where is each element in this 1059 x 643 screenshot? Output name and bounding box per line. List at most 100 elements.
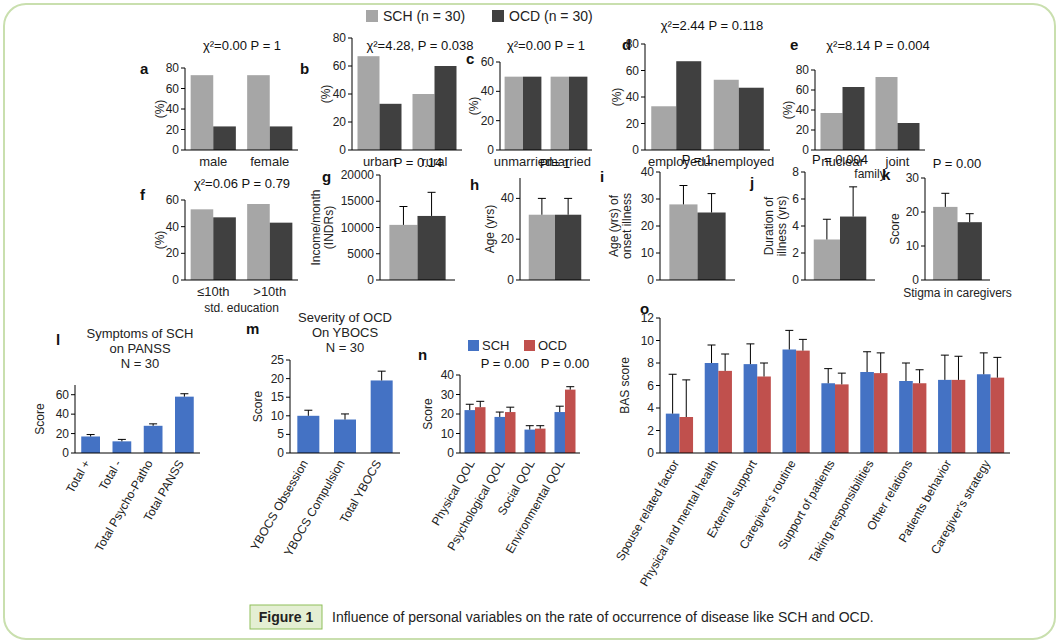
y-tick-label: 80 — [166, 61, 180, 75]
error-cap — [180, 393, 188, 394]
error-cap — [993, 357, 1001, 358]
y-axis — [925, 178, 926, 280]
y-tick — [516, 239, 520, 240]
error-stem — [431, 192, 432, 216]
error-stem — [958, 356, 959, 380]
bar — [297, 416, 319, 453]
panel-letter: a — [140, 60, 149, 77]
error-cap — [399, 206, 407, 207]
x-axis — [460, 453, 580, 454]
x-tick-label: Total - — [96, 458, 124, 493]
y-label: Score — [421, 398, 435, 430]
y-tick — [181, 253, 185, 254]
panel-letter: g — [322, 168, 331, 185]
bar — [835, 384, 849, 453]
x-tick-label: Caregiver's strategy — [928, 458, 993, 557]
bar — [874, 373, 888, 453]
panel: 0510152025YBOCS ObsessionYBOCS Compulsio… — [246, 310, 400, 559]
y-tick — [656, 430, 660, 431]
bar — [899, 381, 913, 453]
x-tick-label: female — [250, 154, 289, 169]
x-axis — [925, 280, 990, 281]
panel-letter: m — [246, 320, 259, 337]
error-cap — [746, 343, 754, 344]
error-bar — [341, 414, 349, 420]
y-tick-label: 10 — [441, 427, 455, 441]
error-cap — [341, 413, 349, 414]
error-bar — [799, 339, 807, 350]
y-tick — [801, 199, 805, 200]
error-stem — [919, 370, 920, 384]
error-stem — [945, 193, 946, 207]
bar — [666, 414, 680, 453]
bar — [81, 436, 100, 453]
title-line: On YBOCS — [312, 325, 379, 340]
y-label: Score — [251, 391, 265, 423]
y-label: Age (yrs) — [483, 205, 497, 254]
error-stem — [905, 363, 906, 381]
y-tick — [656, 253, 660, 254]
y-tick-label: 40 — [481, 84, 495, 98]
bar — [334, 420, 356, 453]
y-label-line: (%) — [610, 88, 624, 107]
x-axis — [660, 453, 1010, 454]
panel: 020406080malefemale(%)aχ²=0.00 P = 1 — [140, 38, 298, 169]
panel: 024681012Spouse related factorPhysical a… — [613, 300, 1010, 589]
y-tick — [181, 226, 185, 227]
bar — [270, 223, 293, 280]
y-label: (%) — [319, 85, 333, 104]
y-tick — [71, 414, 75, 415]
y-tick — [181, 200, 185, 201]
y-tick — [181, 129, 185, 130]
y-tick-label: 0 — [912, 273, 919, 287]
y-tick-label: 0 — [339, 143, 346, 157]
y-tick-label: 5 — [277, 427, 284, 441]
marks — [191, 75, 293, 150]
error-cap — [849, 186, 857, 187]
title: Symptoms of SCHon PANSS — [87, 326, 194, 356]
error-bar — [556, 406, 564, 412]
y-tick-label: 10 — [906, 239, 920, 253]
x-axis — [500, 150, 592, 151]
y-tick-label: 6 — [792, 192, 799, 206]
bar — [413, 94, 435, 150]
panel-letter: o — [640, 300, 649, 317]
annotation: χ²=2.44 P = 0.118 — [661, 18, 763, 33]
error-bar — [466, 404, 474, 410]
figure: SCH (n = 30)OCD (n = 30)020406080malefem… — [0, 0, 1059, 643]
y-tick-label: 10 — [641, 334, 655, 348]
annotation: P = 1 — [540, 156, 570, 171]
y-tick-label: 40 — [166, 220, 180, 234]
panel-letter: k — [882, 166, 891, 183]
y-tick — [656, 318, 660, 319]
bar — [705, 363, 719, 453]
error-bar — [902, 363, 910, 381]
legend-swatch — [366, 10, 378, 22]
y-tick-label: 6 — [647, 379, 654, 393]
y-tick — [641, 44, 645, 45]
y-tick-label: 60 — [333, 59, 347, 73]
panel-letter: h — [470, 176, 479, 193]
error-stem — [997, 357, 998, 377]
error-stem — [841, 373, 842, 384]
error-stem — [510, 407, 511, 412]
bar — [933, 207, 957, 280]
bar — [744, 364, 758, 453]
error-stem — [983, 353, 984, 374]
x-tick-label: >10th — [253, 284, 286, 299]
error-bar — [476, 401, 484, 407]
y-axis — [185, 200, 186, 280]
y-tick-label: 25 — [271, 353, 285, 367]
y-tick — [801, 280, 805, 281]
bar — [418, 216, 446, 280]
x-tick-label: Taking responsibilities — [806, 458, 876, 566]
bar — [991, 378, 1005, 453]
y-tick — [496, 62, 500, 63]
y-tick — [656, 363, 660, 364]
bar — [144, 426, 163, 453]
error-stem — [969, 214, 970, 223]
panel: 0204060Total +Total -Total Psycho-PathoT… — [33, 326, 200, 554]
x-tick-label: Physical and mental health — [637, 458, 721, 589]
y-tick — [656, 226, 660, 227]
y-tick — [921, 280, 925, 281]
